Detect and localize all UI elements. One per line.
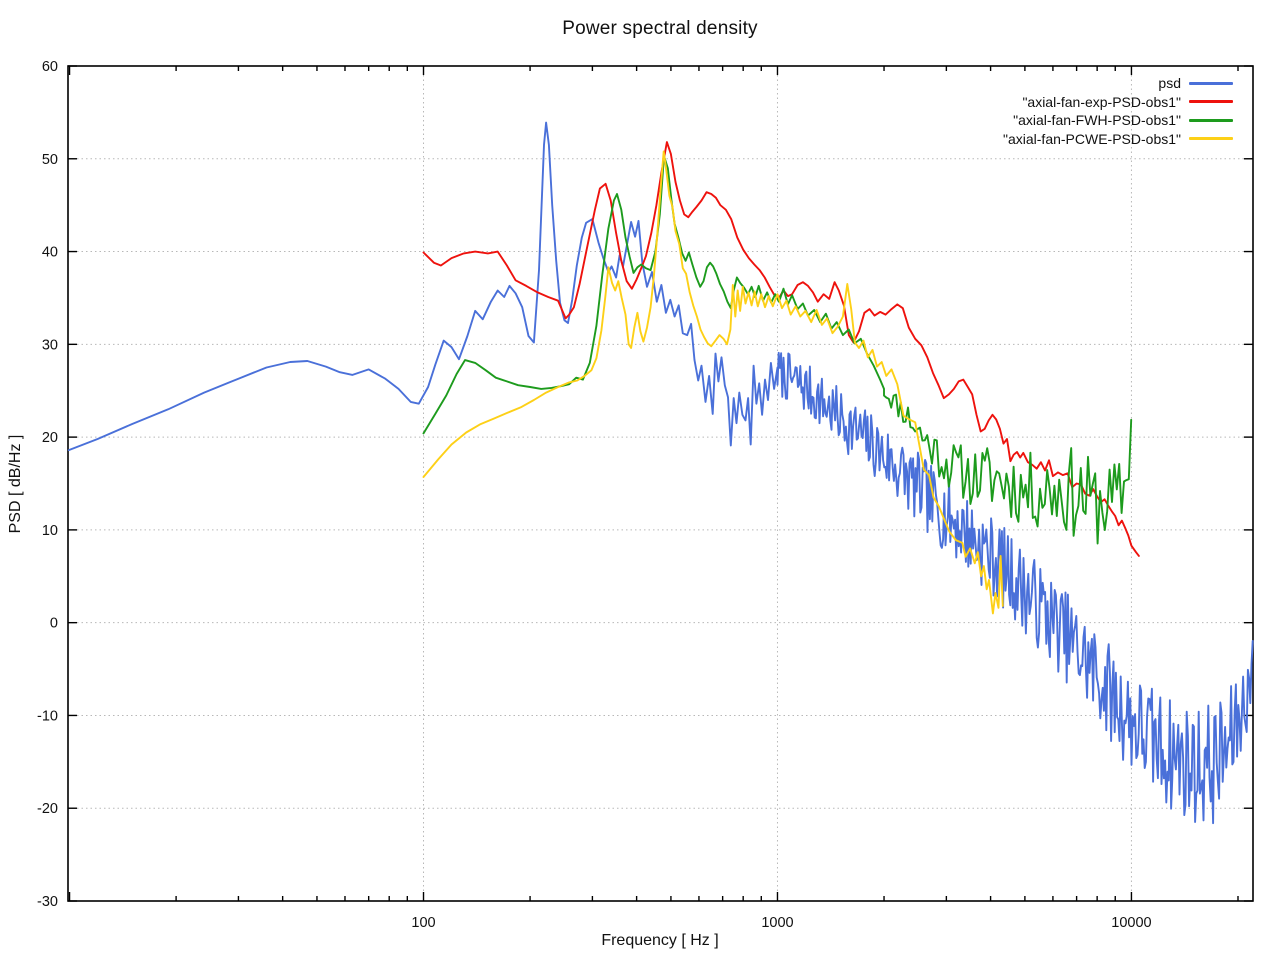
- y-tick-label: 0: [50, 616, 58, 632]
- legend-line-swatch-red: [1189, 100, 1233, 104]
- y-tick-label: 60: [42, 59, 58, 75]
- x-tick-label: 100: [411, 915, 435, 931]
- legend-item-exp: "axial-fan-exp-PSD-obs1": [1003, 93, 1233, 112]
- legend: psd "axial-fan-exp-PSD-obs1" "axial-fan-…: [1003, 74, 1233, 148]
- y-tick-label: -30: [37, 894, 58, 910]
- y-tick-label: 40: [42, 245, 58, 261]
- series-line-pcwe: [422, 150, 1004, 615]
- series-line-psd: [67, 121, 1254, 825]
- legend-label: "axial-fan-FWH-PSD-obs1": [1013, 112, 1181, 129]
- y-tick-label: 10: [42, 523, 58, 539]
- y-tick-label: 30: [42, 337, 58, 353]
- x-tick-label: 1000: [761, 915, 793, 931]
- legend-item-fwh: "axial-fan-FWH-PSD-obs1": [1003, 111, 1233, 130]
- legend-line-swatch-blue: [1189, 81, 1233, 85]
- y-axis-label: PSD [ dB/Hz ]: [7, 434, 24, 534]
- y-tick-label: 50: [42, 152, 58, 168]
- legend-item-pcwe: "axial-fan-PCWE-PSD-obs1": [1003, 130, 1233, 149]
- legend-label: psd: [1158, 75, 1181, 92]
- legend-line-swatch-yellow: [1189, 137, 1233, 141]
- y-tick-label: -20: [37, 801, 58, 817]
- legend-line-swatch-green: [1189, 118, 1233, 122]
- chart-title: Power spectral density: [562, 18, 758, 39]
- legend-label: "axial-fan-exp-PSD-obs1": [1022, 93, 1181, 110]
- y-tick-label: 20: [42, 430, 58, 446]
- series-line-exp: [422, 141, 1140, 557]
- x-tick-label: 10000: [1111, 915, 1151, 931]
- plot-border: [67, 65, 1254, 902]
- legend-label: "axial-fan-PCWE-PSD-obs1": [1003, 130, 1181, 147]
- x-axis-label: Frequency [ Hz ]: [601, 932, 719, 949]
- y-tick-label: -10: [37, 708, 58, 724]
- legend-item-psd: psd: [1003, 74, 1233, 93]
